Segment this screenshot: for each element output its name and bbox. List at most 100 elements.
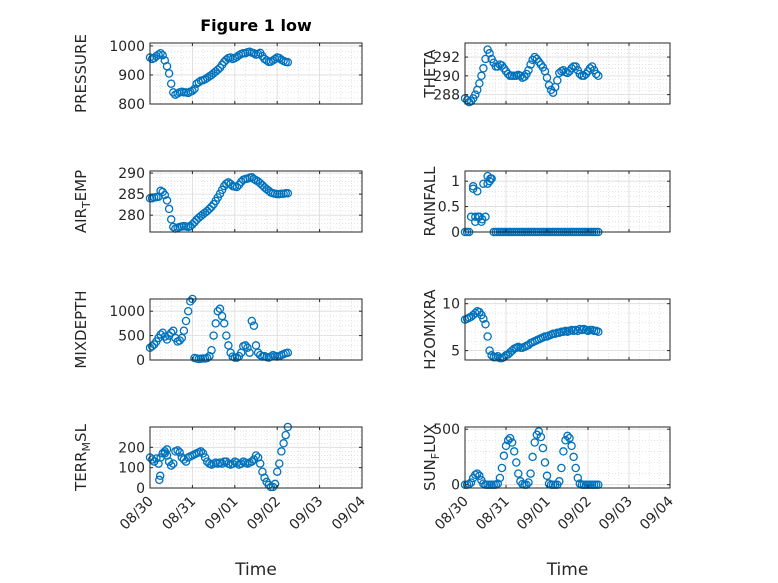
y-tick-label: 290 <box>118 166 145 182</box>
data-point <box>160 190 170 200</box>
data-point <box>569 452 578 462</box>
data-point <box>147 455 157 464</box>
data-point <box>205 204 214 214</box>
x-tick-label: 09/03 <box>596 494 636 534</box>
data-point <box>534 427 544 436</box>
y-tick-label: 0 <box>136 353 145 369</box>
data-point <box>213 65 223 74</box>
y-axis-label: SUNFLUX <box>421 424 442 491</box>
x-tick-label: 08/31 <box>159 494 199 534</box>
data-point <box>260 473 269 483</box>
data-point <box>471 90 480 99</box>
data-point <box>247 457 257 466</box>
data-point <box>487 351 496 360</box>
y-tick-label: 5 <box>451 344 460 360</box>
data-point <box>155 475 164 485</box>
data-point <box>493 62 503 71</box>
data-point <box>232 458 242 467</box>
x-tick-label: 09/04 <box>637 493 677 533</box>
data-point <box>466 478 476 487</box>
y-tick-label: 280 <box>118 208 145 224</box>
data-point <box>156 330 165 339</box>
data-point <box>186 297 195 306</box>
data-point <box>524 65 533 75</box>
data-point <box>563 431 572 441</box>
data-point <box>475 471 484 481</box>
y-tick-label: 290 <box>433 69 460 85</box>
data-point <box>192 79 201 88</box>
data-point <box>275 459 284 468</box>
axes-box <box>464 42 671 105</box>
data-point <box>169 459 178 468</box>
data-point <box>485 346 494 355</box>
data-point <box>232 52 242 62</box>
data-point <box>190 84 199 94</box>
data-point <box>196 447 206 456</box>
figure-title: Figure 1 low <box>200 16 312 35</box>
y-tick-label: 500 <box>118 329 145 345</box>
data-point <box>475 79 484 88</box>
data-point <box>538 443 548 453</box>
data-point <box>211 319 220 328</box>
data-point <box>236 459 246 468</box>
data-point <box>202 353 212 363</box>
data-point <box>152 454 161 463</box>
data-point <box>555 477 564 486</box>
data-point <box>222 331 231 340</box>
y-tick-label: 100 <box>118 461 145 477</box>
data-point <box>222 55 231 65</box>
data-point <box>503 69 513 79</box>
data-point <box>162 61 172 71</box>
axes-box <box>149 298 363 361</box>
data-point <box>198 449 208 458</box>
data-point <box>226 53 235 62</box>
data-point <box>477 215 487 224</box>
y-tick-label: 10 <box>442 297 460 313</box>
y-tick-label: 200 <box>118 440 145 456</box>
data-point <box>166 79 176 88</box>
data-point <box>175 448 184 457</box>
y-axis-label: MIXDEPTH <box>72 290 90 368</box>
data-point <box>473 187 482 196</box>
data-point <box>224 341 233 350</box>
data-point <box>154 50 163 59</box>
data-point <box>565 433 574 443</box>
data-point <box>495 473 505 483</box>
data-point <box>147 342 157 351</box>
data-point <box>516 71 525 81</box>
data-point <box>164 457 174 466</box>
axes-box <box>149 42 363 105</box>
y-tick-label: 285 <box>118 187 145 203</box>
data-point <box>479 314 488 323</box>
data-point <box>241 341 250 350</box>
data-point <box>499 451 509 461</box>
data-point <box>162 196 172 205</box>
data-point <box>183 306 193 316</box>
data-point <box>509 447 519 456</box>
axes-box <box>464 170 671 233</box>
x-tick-label: 08/30 <box>117 494 157 534</box>
data-point <box>155 471 165 481</box>
data-point <box>249 48 259 58</box>
panel-air-temp: 280 285 290 AIRTEMP <box>72 166 363 233</box>
y-tick-label: 0 <box>451 478 460 494</box>
data-point <box>559 447 568 456</box>
data-point <box>493 479 503 488</box>
data-point <box>514 469 523 478</box>
data-point <box>481 320 490 329</box>
data-point <box>594 327 603 337</box>
data-point <box>243 343 252 353</box>
data-point <box>468 182 478 191</box>
y-tick-label: 0.5 <box>438 200 460 216</box>
data-point <box>553 76 562 85</box>
data-point <box>158 50 167 60</box>
data-point <box>567 441 576 451</box>
data-point <box>169 222 178 232</box>
data-point <box>497 463 507 473</box>
data-point <box>281 430 290 440</box>
data-point <box>236 177 246 187</box>
